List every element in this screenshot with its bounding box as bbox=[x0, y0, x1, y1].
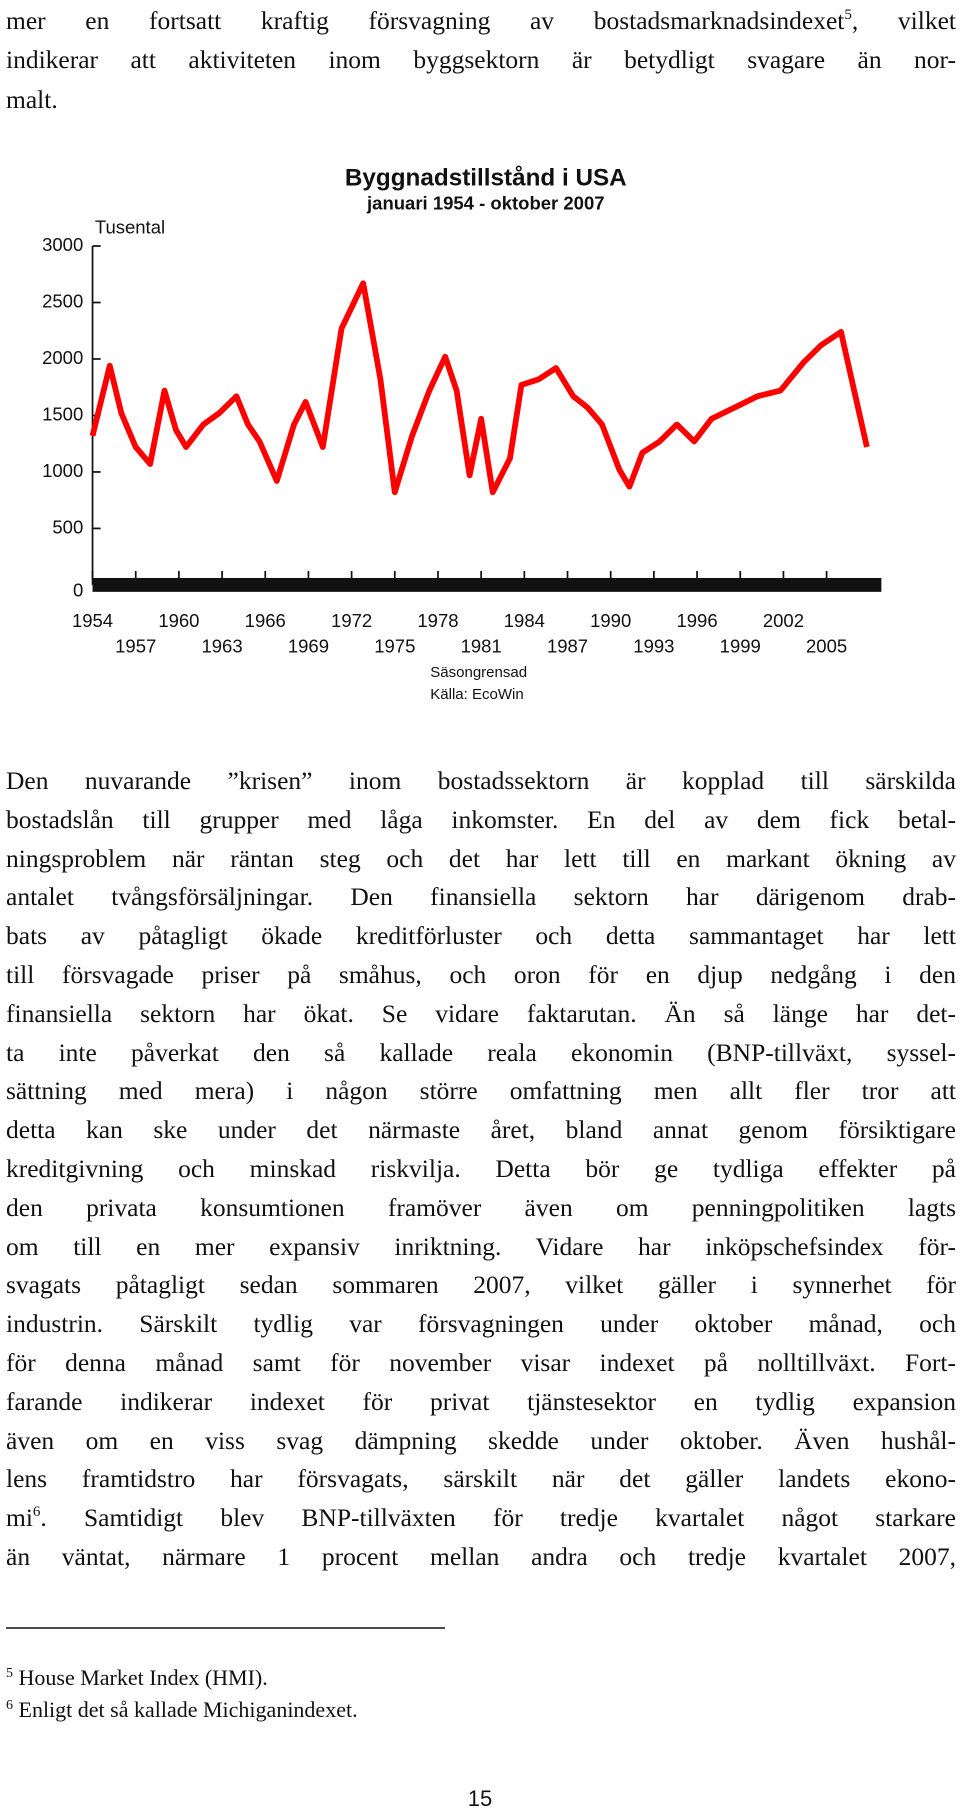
text: mer en fortsatt kraftig försvagning av b… bbox=[6, 6, 845, 35]
x-tick-label: 1963 bbox=[201, 635, 242, 656]
text-line: finansiella sektorn har ökat. Se vidare … bbox=[6, 998, 956, 1028]
y-tick-label: 500 bbox=[52, 516, 83, 537]
data-line bbox=[89, 280, 870, 496]
x-axis-bar bbox=[92, 577, 882, 592]
text: . Samtidigt blev BNP-tillväxten för tred… bbox=[40, 1503, 956, 1533]
y-tick-label: 2500 bbox=[42, 290, 83, 311]
y-tick-label: 1500 bbox=[42, 403, 83, 424]
text-line: ningsproblem när räntan steg och det har… bbox=[6, 843, 956, 873]
text-line: antalet tvångsförsäljningar. Den finansi… bbox=[6, 882, 956, 912]
text-line: för denna månad samt för november visar … bbox=[6, 1348, 956, 1377]
x-tick-label: 1984 bbox=[504, 610, 545, 631]
footnote-text: House Market Index (HMI). bbox=[18, 1665, 268, 1690]
footnote-ref: 5 bbox=[844, 7, 852, 23]
text-line: om till en mer expansiv inriktning. Vida… bbox=[6, 1231, 956, 1261]
text-line: den privata konsumtionen framöver även o… bbox=[6, 1192, 956, 1222]
text-line: Den nuvarande ”krisen” inom bostadssekto… bbox=[6, 766, 956, 795]
x-tick-label: 1996 bbox=[676, 610, 717, 631]
text: , vilket bbox=[851, 6, 957, 35]
y-tick-label: 2000 bbox=[42, 347, 83, 368]
text-line: till försvagade priser på småhus, och or… bbox=[6, 960, 956, 989]
x-tick-label: 1966 bbox=[245, 610, 286, 631]
text-line: sättning med mera) i någon större omfatt… bbox=[6, 1076, 956, 1106]
text-line: bostadslån till grupper med låga inkomst… bbox=[6, 804, 956, 834]
text-line: indikerar att aktiviteten inom byggsekto… bbox=[6, 45, 956, 74]
x-tick-label: 1987 bbox=[547, 635, 588, 656]
x-tick-label: 1954 bbox=[72, 610, 113, 631]
y-tick-label: 3000 bbox=[42, 234, 83, 255]
x-tick-label: 2002 bbox=[763, 610, 804, 631]
footnote-text: Enligt det så kallade Michiganindexet. bbox=[18, 1697, 358, 1722]
x-tick-label: 1990 bbox=[590, 610, 631, 631]
x-tick-label: 1981 bbox=[461, 635, 502, 656]
chart-subtitle: januari 1954 - oktober 2007 bbox=[366, 192, 605, 213]
x-tick-label: 1978 bbox=[417, 610, 458, 631]
text-line: malt. bbox=[6, 85, 58, 114]
y-tick-label: 0 bbox=[73, 580, 83, 601]
y-tick-label: 1000 bbox=[42, 460, 83, 481]
text-line: ta inte påverkat den så kallade reala ek… bbox=[6, 1037, 956, 1067]
x-tick-label: 1975 bbox=[374, 635, 415, 656]
chart-note: Källa: EcoWin bbox=[430, 686, 523, 703]
footnote-rule bbox=[6, 1627, 445, 1629]
x-tick-label: 1993 bbox=[633, 635, 674, 656]
page-number: 15 bbox=[467, 1786, 493, 1811]
chart: Byggnadstillstånd i USA januari 1954 - o… bbox=[42, 164, 882, 703]
footnote: 6 Enligt det så kallade Michiganindexet. bbox=[6, 1697, 358, 1723]
x-tick-label: 1969 bbox=[288, 635, 329, 656]
x-tick-label: 1960 bbox=[158, 610, 199, 631]
text-line: farande indikerar indexet för privat tjä… bbox=[6, 1386, 956, 1416]
x-tick-label: 1999 bbox=[720, 635, 761, 656]
text-line: mer en fortsatt kraftig försvagning av b… bbox=[6, 6, 956, 36]
text-line: svagats påtagligt sedan sommaren 2007, v… bbox=[6, 1270, 956, 1300]
text-line: även om en viss svag dämpning skedde und… bbox=[6, 1425, 956, 1455]
x-tick-label: 2005 bbox=[806, 635, 847, 656]
x-tick-label: 1972 bbox=[331, 610, 372, 631]
footnote-number: 5 bbox=[6, 1666, 13, 1681]
text-line: mi6. Samtidigt blev BNP-tillväxten för t… bbox=[6, 1503, 956, 1533]
footnote-ref: 6 bbox=[32, 1504, 41, 1521]
text-line: bats av påtagligt ökade kreditförluster … bbox=[6, 921, 956, 951]
chart-note: Säsongrensad bbox=[430, 664, 527, 681]
text-line: lens framtidstro har försvagats, särskil… bbox=[6, 1464, 956, 1494]
text: mi bbox=[6, 1503, 33, 1533]
footnote-number: 6 bbox=[6, 1698, 13, 1713]
y-unit-label: Tusental bbox=[95, 217, 165, 238]
text-line: kreditgivning och minskad riskvilja. Det… bbox=[6, 1154, 956, 1183]
text-line: industrin. Särskilt tydlig var försvagni… bbox=[6, 1309, 956, 1339]
text-line: detta kan ske under det närmaste året, b… bbox=[6, 1115, 956, 1145]
chart-title: Byggnadstillstånd i USA bbox=[345, 164, 627, 191]
footnote: 5 House Market Index (HMI). bbox=[6, 1665, 268, 1691]
x-tick-label: 1957 bbox=[115, 635, 156, 656]
text-line: än väntat, närmare 1 procent mellan andr… bbox=[6, 1542, 956, 1571]
